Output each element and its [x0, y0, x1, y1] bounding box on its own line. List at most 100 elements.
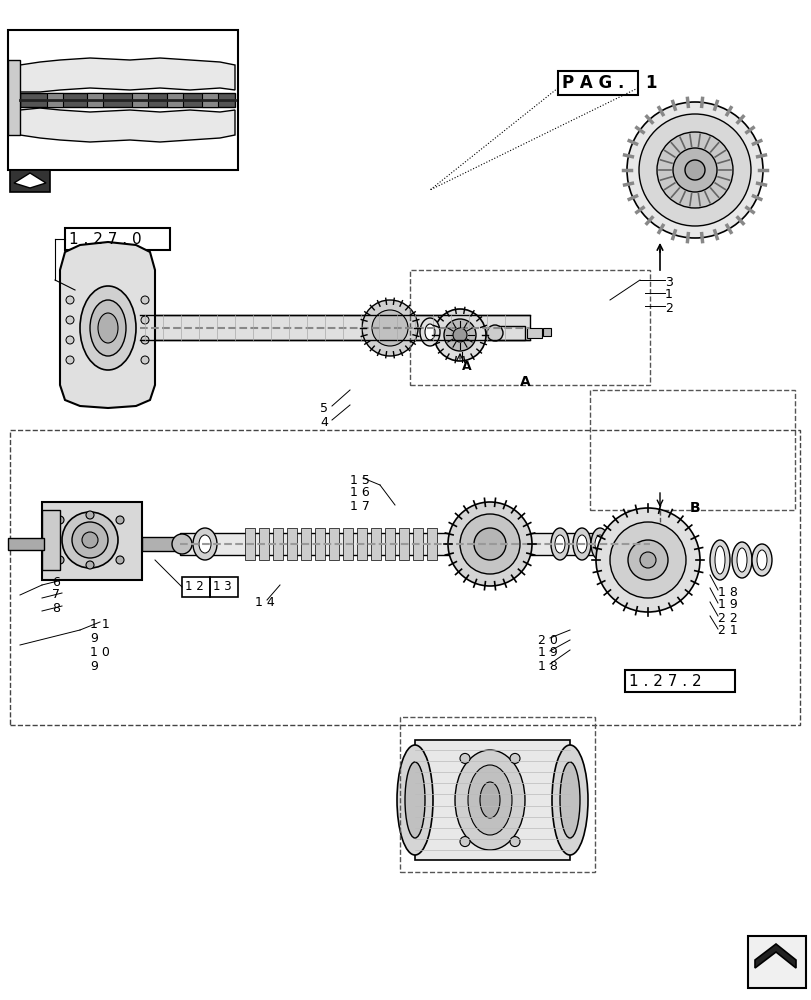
- Ellipse shape: [467, 765, 512, 835]
- Ellipse shape: [709, 540, 729, 580]
- Bar: [557, 71, 637, 95]
- Circle shape: [460, 837, 470, 847]
- Bar: [427, 528, 436, 560]
- Ellipse shape: [199, 535, 211, 553]
- Ellipse shape: [405, 762, 424, 838]
- Text: 1: 1: [664, 288, 672, 302]
- Text: P A G .: P A G .: [561, 74, 624, 92]
- Polygon shape: [20, 108, 234, 142]
- Bar: [180, 533, 649, 555]
- Bar: [357, 528, 367, 560]
- Bar: [495, 326, 525, 340]
- Polygon shape: [754, 944, 795, 968]
- Ellipse shape: [714, 546, 724, 574]
- Text: 1 8: 1 8: [538, 660, 557, 672]
- Ellipse shape: [551, 745, 587, 855]
- Ellipse shape: [612, 535, 622, 553]
- Bar: [315, 528, 324, 560]
- Text: 6: 6: [52, 576, 60, 588]
- Circle shape: [444, 319, 475, 351]
- Circle shape: [362, 300, 418, 356]
- Text: 1 . 2 7 . 2: 1 . 2 7 . 2: [629, 674, 701, 688]
- Text: 1 6: 1 6: [350, 487, 369, 499]
- Circle shape: [672, 148, 716, 192]
- Text: 1 3: 1 3: [212, 580, 231, 593]
- Text: 5: 5: [320, 401, 328, 414]
- Bar: [167, 93, 182, 107]
- Ellipse shape: [454, 750, 525, 850]
- Circle shape: [684, 160, 704, 180]
- Bar: [543, 328, 551, 336]
- Ellipse shape: [594, 535, 604, 553]
- Bar: [410, 270, 649, 385]
- Bar: [42, 502, 142, 580]
- Circle shape: [595, 508, 699, 612]
- Circle shape: [72, 522, 108, 558]
- Bar: [413, 528, 423, 560]
- Bar: [142, 537, 182, 551]
- Circle shape: [448, 502, 531, 586]
- Bar: [10, 430, 799, 725]
- Bar: [301, 528, 311, 560]
- Ellipse shape: [751, 544, 771, 576]
- Bar: [10, 170, 50, 192]
- Ellipse shape: [629, 535, 638, 553]
- Ellipse shape: [80, 286, 135, 370]
- Text: 8: 8: [52, 601, 60, 614]
- Bar: [414, 740, 569, 860]
- Bar: [398, 528, 409, 560]
- Bar: [342, 528, 353, 560]
- Ellipse shape: [731, 542, 751, 578]
- Bar: [8, 538, 44, 550]
- Ellipse shape: [590, 528, 608, 560]
- Text: 1 8: 1 8: [717, 585, 737, 598]
- Bar: [747, 936, 805, 988]
- Circle shape: [433, 309, 486, 361]
- Circle shape: [141, 336, 148, 344]
- Text: 2 0: 2 0: [538, 634, 557, 646]
- Bar: [245, 528, 255, 560]
- Polygon shape: [60, 242, 155, 408]
- Ellipse shape: [736, 548, 746, 572]
- Text: 1 9: 1 9: [717, 598, 737, 611]
- Circle shape: [639, 552, 655, 568]
- Text: 3: 3: [664, 275, 672, 288]
- Circle shape: [66, 296, 74, 304]
- Circle shape: [141, 296, 148, 304]
- Bar: [272, 528, 283, 560]
- Bar: [371, 528, 380, 560]
- Bar: [526, 328, 541, 338]
- Bar: [202, 93, 217, 107]
- Circle shape: [509, 837, 519, 847]
- Bar: [139, 315, 530, 340]
- Circle shape: [56, 556, 64, 564]
- Bar: [286, 528, 297, 560]
- Ellipse shape: [90, 300, 126, 356]
- Ellipse shape: [193, 528, 217, 560]
- Circle shape: [509, 753, 519, 763]
- Circle shape: [66, 356, 74, 364]
- Circle shape: [460, 514, 519, 574]
- Circle shape: [453, 328, 466, 342]
- Ellipse shape: [397, 745, 432, 855]
- Bar: [20, 93, 234, 107]
- Circle shape: [371, 310, 407, 346]
- Circle shape: [656, 132, 732, 208]
- Circle shape: [609, 522, 685, 598]
- Text: 2: 2: [664, 302, 672, 314]
- Circle shape: [626, 102, 762, 238]
- Ellipse shape: [577, 535, 586, 553]
- Text: 1 7: 1 7: [350, 499, 370, 512]
- Text: 1: 1: [644, 74, 655, 92]
- Bar: [384, 528, 394, 560]
- Text: 1 . 2 7 . 0: 1 . 2 7 . 0: [69, 232, 141, 246]
- Circle shape: [86, 561, 94, 569]
- Ellipse shape: [608, 528, 626, 560]
- Bar: [210, 577, 238, 597]
- Ellipse shape: [624, 528, 642, 560]
- Bar: [132, 93, 148, 107]
- Text: 9: 9: [90, 632, 98, 644]
- Bar: [590, 390, 794, 510]
- Circle shape: [62, 512, 118, 568]
- Text: 9: 9: [90, 660, 98, 672]
